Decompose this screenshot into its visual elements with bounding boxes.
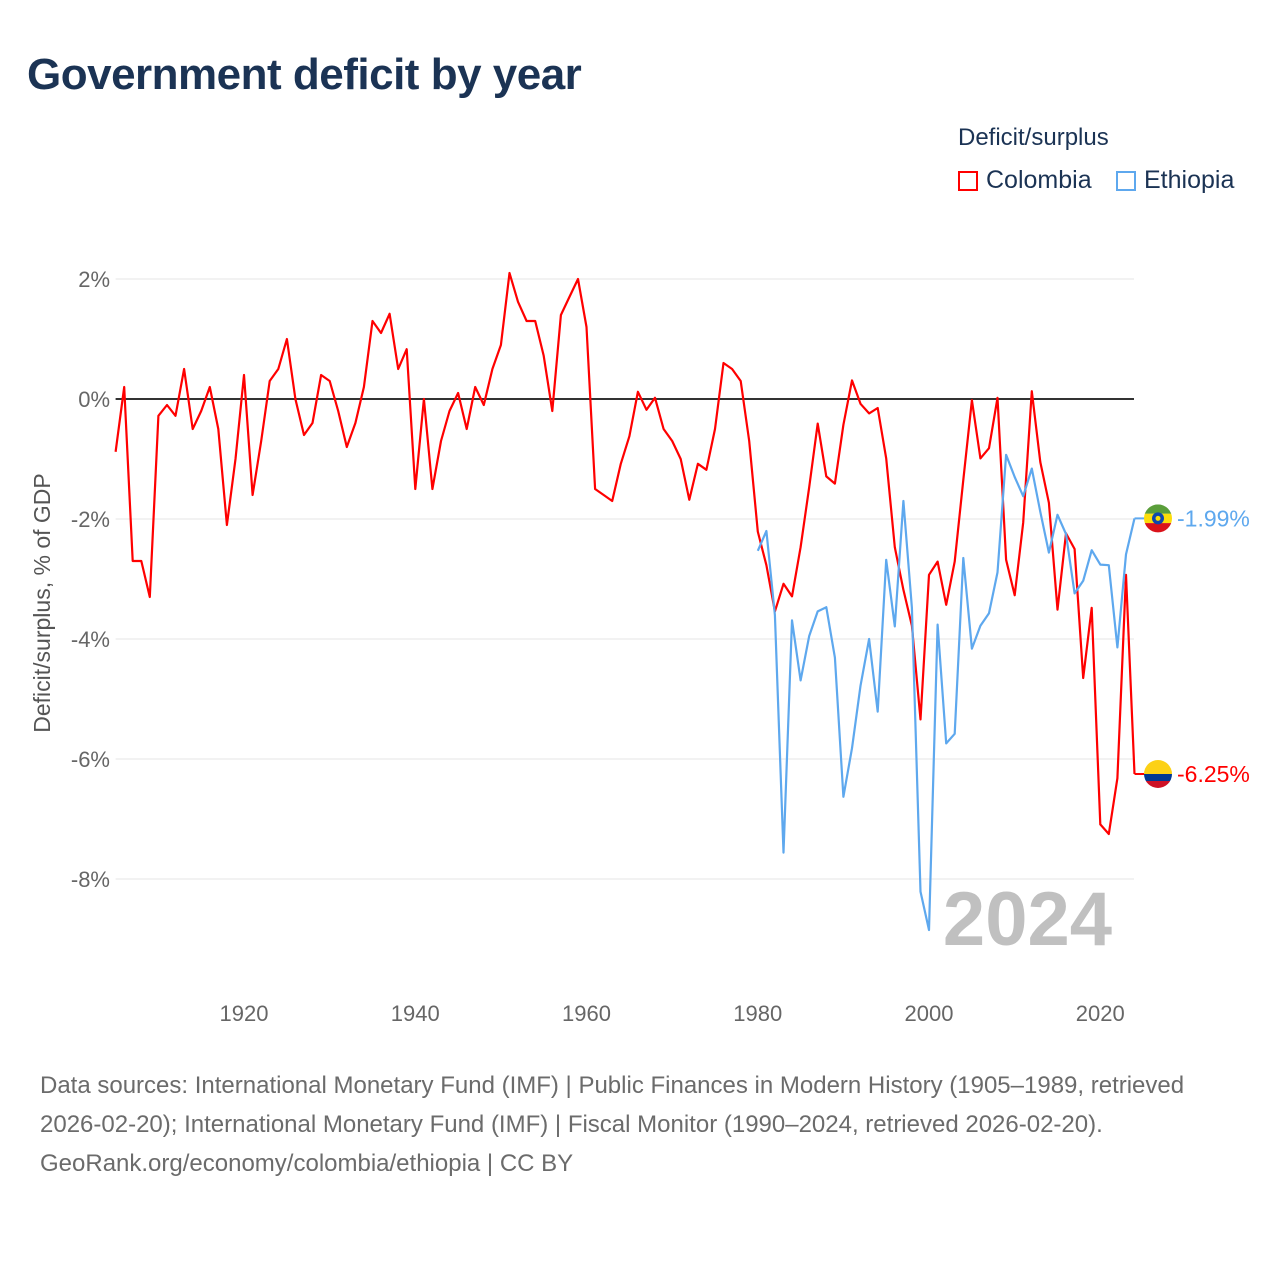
x-tick-label: 1940 (391, 1001, 440, 1026)
legend-label-colombia: Colombia (986, 166, 1092, 194)
y-tick-label: -6% (71, 747, 110, 772)
end-value-label-ethiopia: -1.99% (1177, 505, 1250, 531)
x-tick-label: 1960 (562, 1001, 611, 1026)
series-line-colombia (114, 271, 1136, 836)
legend-swatch-ethiopia (1116, 170, 1136, 191)
y-axis-label: Deficit/surplus, % of GDP (29, 473, 55, 732)
series-line-ethiopia (756, 453, 1136, 932)
x-tick-label: 1920 (220, 1001, 269, 1026)
chart-title: Government deficit by year (27, 50, 582, 99)
flag-icon-ethiopia (1144, 504, 1172, 533)
legend-item-ethiopia[interactable]: Ethiopia (1116, 166, 1234, 195)
y-tick-label: -2% (71, 507, 110, 532)
x-tick-label: 2020 (1076, 1001, 1125, 1026)
legend-item-colombia[interactable]: Colombia (958, 166, 1092, 195)
x-tick-label: 1980 (733, 1001, 782, 1026)
year-watermark: 2024 (943, 877, 1112, 962)
line-chart: 2% 0% -2% -4% -6% -8% 2024 1920 1940 1960 1980 2000… (29, 267, 1250, 1026)
legend-swatch-colombia (958, 170, 978, 191)
data-sources: Data sources: International Monetary Fun… (40, 1072, 1185, 1138)
flag-icon-colombia (1144, 760, 1172, 788)
y-tick-label: -8% (71, 867, 110, 892)
y-tick-label: 2% (78, 267, 110, 292)
legend-title: Deficit/surplus (958, 124, 1109, 151)
credit-link[interactable]: GeoRank.org/economy/colombia/ethiopia | … (40, 1150, 574, 1177)
end-value-label-colombia: -6.25% (1177, 761, 1250, 787)
y-tick-label: 0% (78, 387, 110, 412)
footer: Data sources: International Monetary Fun… (40, 1066, 1240, 1183)
x-tick-label: 2000 (905, 1001, 954, 1026)
legend-label-ethiopia: Ethiopia (1144, 166, 1235, 194)
y-tick-label: -4% (71, 627, 110, 652)
